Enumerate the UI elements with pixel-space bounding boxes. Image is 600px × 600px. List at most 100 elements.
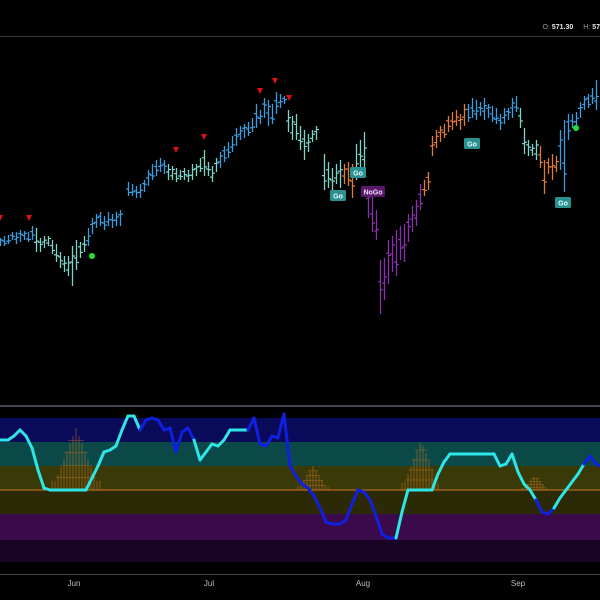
price-bar: [162, 160, 167, 174]
price-bar: [194, 164, 199, 176]
price-bar: [442, 124, 447, 138]
price-bar: [158, 158, 163, 172]
price-bar: [0, 238, 3, 246]
price-bar: [590, 88, 595, 104]
price-bar: [58, 252, 63, 268]
oscillator-line-segment: [30, 446, 40, 472]
oscillator-line-segment: [394, 510, 404, 540]
price-bar: [186, 170, 191, 182]
price-bar: [182, 168, 187, 180]
price-bar: [466, 104, 471, 122]
price-bar: [446, 116, 451, 132]
oscillator-line-segment: [186, 426, 196, 442]
price-bar: [214, 158, 219, 172]
price-bar: [402, 224, 407, 262]
price-bar: [298, 126, 303, 150]
price-bar: [530, 144, 535, 156]
price-bar: [490, 106, 495, 122]
oscillator-line-segment: [282, 412, 292, 468]
oscillator-line-segment: [516, 470, 526, 486]
oscillator-line-segment: [588, 454, 598, 466]
oscillator-line-segment: [168, 426, 178, 454]
price-bar: [10, 232, 15, 240]
price-bar: [594, 80, 599, 110]
trend-tag: NoGo: [361, 186, 385, 197]
price-bar: [46, 236, 51, 246]
price-bar: [218, 152, 223, 168]
price-bar: [98, 212, 103, 226]
price-bar: [282, 96, 287, 104]
price-bar: [462, 104, 467, 126]
countertrend-triangle-icon: [201, 134, 207, 140]
oscillator-line-segment: [306, 486, 316, 498]
price-bar: [390, 236, 395, 272]
oscillator-line-segment: [582, 454, 592, 466]
price-bar: [78, 242, 83, 258]
oscillator-histogram: [521, 477, 547, 490]
price-bar: [558, 130, 563, 170]
price-bar: [190, 164, 195, 180]
price-bar: [458, 114, 463, 130]
price-bar: [178, 170, 183, 180]
price-bar: [326, 162, 331, 188]
price-bar: [386, 240, 391, 284]
price-bar: [274, 92, 279, 114]
price-bar: [238, 126, 243, 140]
oscillator-line-segment: [350, 488, 360, 506]
price-bar: [114, 212, 119, 226]
oscillator-line-segment: [156, 418, 166, 432]
price-bar: [118, 210, 123, 226]
price-bar: [554, 156, 559, 172]
price-bar: [562, 120, 567, 192]
oscillator-band: [0, 514, 600, 540]
trend-tag-bg: [464, 138, 480, 149]
price-bar: [438, 126, 443, 142]
price-bar: [82, 236, 87, 252]
oscillator-line-segment: [374, 514, 384, 536]
trend-tag-label: Go: [558, 201, 568, 208]
price-bar: [486, 104, 491, 118]
price-bar: [174, 168, 179, 182]
price-bar: [270, 104, 275, 124]
price-bar: [258, 110, 263, 124]
price-bar: [242, 124, 247, 138]
price-bar: [278, 94, 283, 108]
ohlc-open-key: O:: [542, 24, 550, 31]
price-bar: [346, 162, 351, 186]
price-bar: [470, 98, 475, 118]
oscillator-line-segment: [96, 450, 106, 468]
price-bar: [166, 164, 171, 180]
price-bar: [482, 98, 487, 120]
price-bar: [94, 214, 99, 228]
price-bar: [302, 130, 307, 160]
oscillator-line-segment: [204, 442, 214, 454]
oscillator-line-segment: [114, 428, 124, 448]
price-bar: [510, 98, 515, 118]
price-bar: [478, 102, 483, 116]
oscillator-line-segment: [558, 488, 568, 500]
price-bar: [254, 104, 259, 128]
oscillator-line-segment: [90, 464, 100, 480]
price-bar: [566, 114, 571, 140]
price-bar: [234, 128, 239, 146]
oscillator-line-segment: [570, 472, 580, 484]
price-bar: [126, 182, 131, 196]
price-bar: [398, 226, 403, 260]
oscillator-band: [0, 490, 600, 514]
oscillator-line-segment: [132, 414, 142, 432]
price-bar: [210, 166, 215, 182]
oscillator-line-segment: [120, 414, 130, 432]
ohlc-high-key: H:: [583, 24, 591, 31]
oscillator-line-segment: [138, 418, 148, 432]
price-pane: Go Go NoGo Go Go: [0, 78, 599, 314]
price-bar: [70, 246, 75, 286]
x-axis: Jun Jul Aug Sep: [68, 579, 526, 588]
price-bar: [54, 244, 59, 262]
oscillator-line-segment: [222, 428, 232, 442]
price-bar: [410, 206, 415, 232]
trend-tag: Go: [350, 167, 366, 178]
oscillator-histogram: [51, 428, 101, 490]
trend-tag: Go: [330, 190, 346, 201]
price-bar: [422, 180, 427, 196]
